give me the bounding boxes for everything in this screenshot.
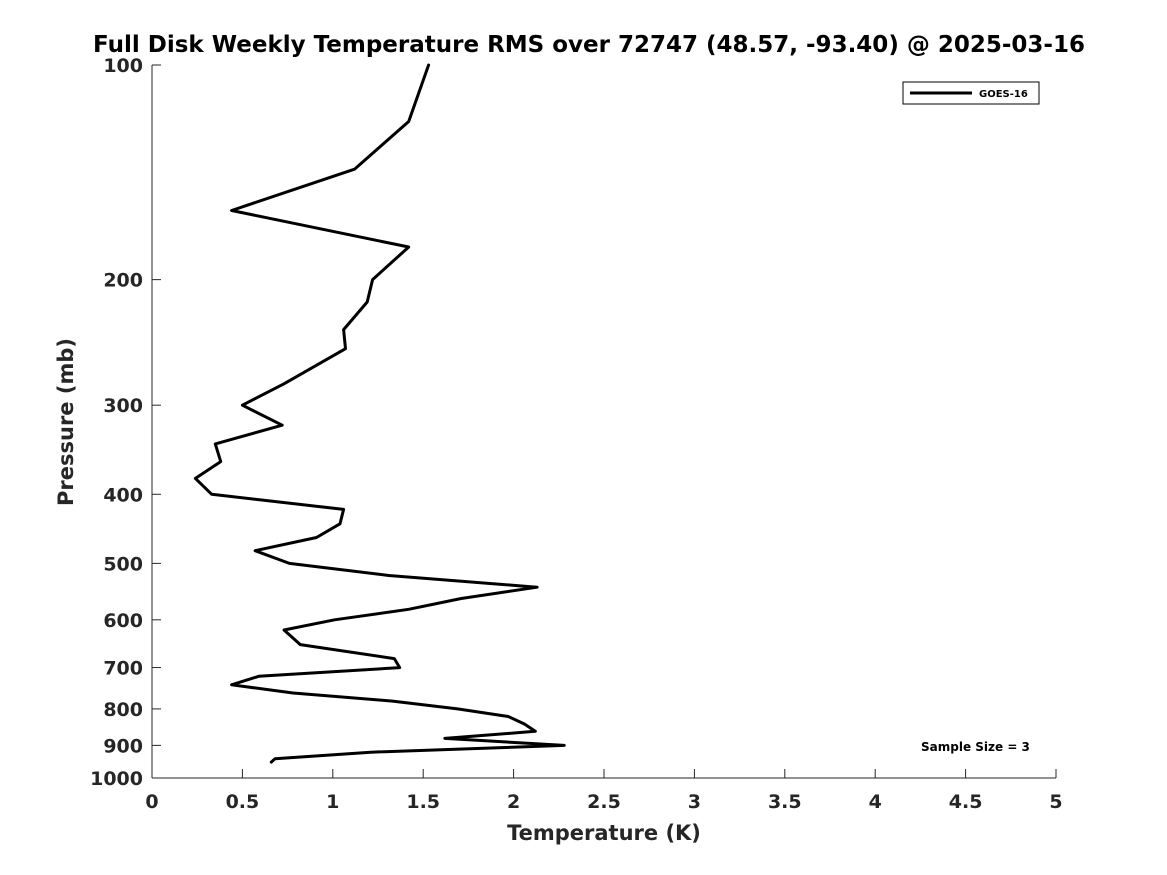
x-tick-label: 4 [869,791,882,813]
sample-size-annotation: Sample Size = 3 [921,740,1030,754]
y-tick-label: 1000 [90,768,143,790]
x-tick-label: 1.5 [406,791,440,813]
y-axis-label: Pressure (mb) [54,338,78,506]
y-tick-label: 700 [103,658,143,680]
x-tick-label: 3 [688,791,701,813]
y-tick-label: 900 [103,735,143,757]
x-axis-label: Temperature (K) [507,821,701,845]
y-tick-label: 400 [103,484,143,506]
y-tick-label: 300 [103,395,143,417]
y-tick-label: 500 [103,553,143,575]
x-tick-label: 4.5 [949,791,983,813]
legend: GOES-16 [903,82,1039,104]
x-tick-label: 5 [1049,791,1062,813]
chart: Full Disk Weekly Temperature RMS over 72… [0,0,1167,875]
x-tick-label: 3.5 [768,791,802,813]
x-tick-label: 0.5 [226,791,260,813]
x-tick-label: 0 [145,791,158,813]
y-tick-label: 800 [103,699,143,721]
chart-title: Full Disk Weekly Temperature RMS over 72… [93,32,1085,58]
x-tick-label: 2.5 [587,791,621,813]
x-tick-label: 2 [507,791,520,813]
y-tick-label: 600 [103,610,143,632]
x-tick-label: 1 [326,791,339,813]
legend-label-goes-16: GOES-16 [979,89,1028,100]
y-tick-label: 100 [103,55,143,77]
y-tick-label: 200 [103,270,143,292]
